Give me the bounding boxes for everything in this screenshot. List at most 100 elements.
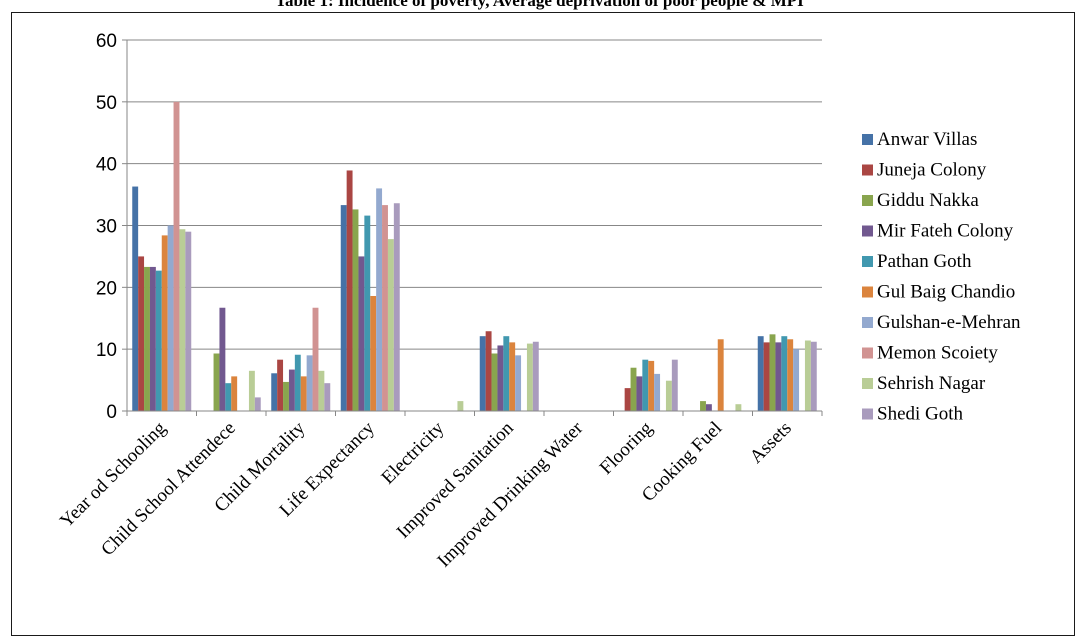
bar — [671, 359, 678, 411]
bar — [642, 359, 649, 411]
bar — [503, 336, 510, 411]
y-tick-label: 30 — [96, 217, 117, 238]
bar — [138, 256, 145, 411]
bar — [763, 342, 770, 411]
bar — [312, 307, 319, 411]
grid-layer — [127, 39, 822, 350]
bar — [775, 342, 782, 411]
bar — [705, 404, 712, 411]
legend-swatch — [862, 134, 873, 145]
x-tick-label: Improved Drinking Water — [433, 417, 587, 571]
bar — [804, 340, 811, 411]
legend-swatch — [862, 317, 873, 328]
legend-label: Mir Fateh Colony — [877, 221, 1014, 242]
x-tick-label: Improved Sanitation — [393, 417, 518, 542]
legend-swatch — [862, 286, 873, 298]
legend-swatch — [862, 256, 873, 267]
bar — [630, 367, 637, 411]
bar — [248, 370, 255, 411]
bar — [132, 186, 139, 411]
bar — [624, 388, 631, 411]
x-tick-label: Assets — [746, 418, 796, 468]
bar — [793, 349, 800, 411]
legend-label: Juneja Colony — [877, 160, 987, 181]
bar — [393, 203, 400, 411]
legend-swatch — [862, 195, 873, 206]
bar — [654, 373, 661, 411]
bar — [179, 229, 186, 411]
legend-label: Shedi Goth — [877, 404, 964, 425]
bar — [283, 381, 289, 411]
legend-label: Anwar Villas — [877, 129, 977, 150]
bar — [352, 209, 359, 411]
bar — [346, 170, 353, 411]
legend-label: Sehrish Nagar — [877, 373, 986, 394]
bar — [810, 341, 817, 411]
bar — [376, 188, 383, 411]
bar — [665, 380, 672, 411]
legend: Anwar Villas Juneja Colony Giddu Nakka Mir … — [862, 129, 1021, 425]
bar — [219, 307, 226, 411]
bar — [717, 339, 724, 411]
y-tick-label: 20 — [96, 278, 117, 299]
bar — [318, 370, 325, 411]
bar — [781, 336, 788, 411]
y-tick-label: 0 — [106, 402, 117, 423]
bar — [735, 404, 742, 411]
bar — [277, 359, 284, 411]
bar — [161, 235, 168, 411]
legend-label: Pathan Goth — [877, 251, 972, 272]
bar — [382, 205, 388, 411]
x-tick-label: Electricity — [377, 417, 448, 488]
bar — [370, 295, 377, 411]
bar — [648, 360, 655, 411]
bar — [254, 397, 261, 411]
legend-swatch — [862, 347, 873, 359]
bar — [324, 383, 331, 411]
bar — [149, 266, 156, 411]
legend-label: Giddu Nakka — [877, 190, 979, 211]
bar — [515, 355, 522, 411]
legend-label: Memon Scoiety — [877, 343, 998, 364]
y-tick-label: 60 — [96, 31, 117, 52]
legend-swatch — [862, 164, 873, 176]
bar — [457, 401, 464, 411]
bar — [231, 376, 238, 411]
bar — [185, 231, 192, 411]
bar — [479, 336, 486, 411]
y-tick-label: 40 — [96, 155, 117, 176]
legend-label: Gulshan-e-Mehran — [877, 312, 1021, 333]
bar — [306, 355, 313, 411]
bar-layer — [132, 101, 817, 411]
bar — [173, 101, 180, 411]
bar — [497, 345, 504, 411]
bar — [387, 239, 394, 411]
bar — [700, 401, 706, 411]
y-tick-label: 50 — [96, 93, 117, 114]
legend-swatch — [862, 408, 873, 420]
bar — [364, 215, 371, 411]
bar — [526, 343, 533, 411]
x-tick-label: Flooring — [596, 417, 657, 478]
bar — [155, 270, 162, 411]
bar — [636, 376, 643, 411]
bar — [491, 353, 498, 411]
bar — [300, 376, 307, 411]
bar — [787, 339, 794, 411]
bar — [532, 341, 539, 411]
bar — [167, 225, 174, 411]
legend-swatch — [862, 225, 873, 237]
bar — [757, 336, 764, 411]
bar — [271, 373, 278, 411]
bar — [485, 331, 492, 411]
x-tick-label: Child School Attendece — [97, 418, 239, 560]
bar — [144, 266, 150, 411]
bar — [358, 256, 365, 411]
bar — [225, 383, 232, 411]
bar — [213, 353, 220, 411]
bar — [288, 369, 295, 411]
y-tick-label: 10 — [96, 340, 117, 361]
bar — [769, 334, 776, 411]
legend-label: Gul Baig Chandio — [877, 282, 1015, 303]
